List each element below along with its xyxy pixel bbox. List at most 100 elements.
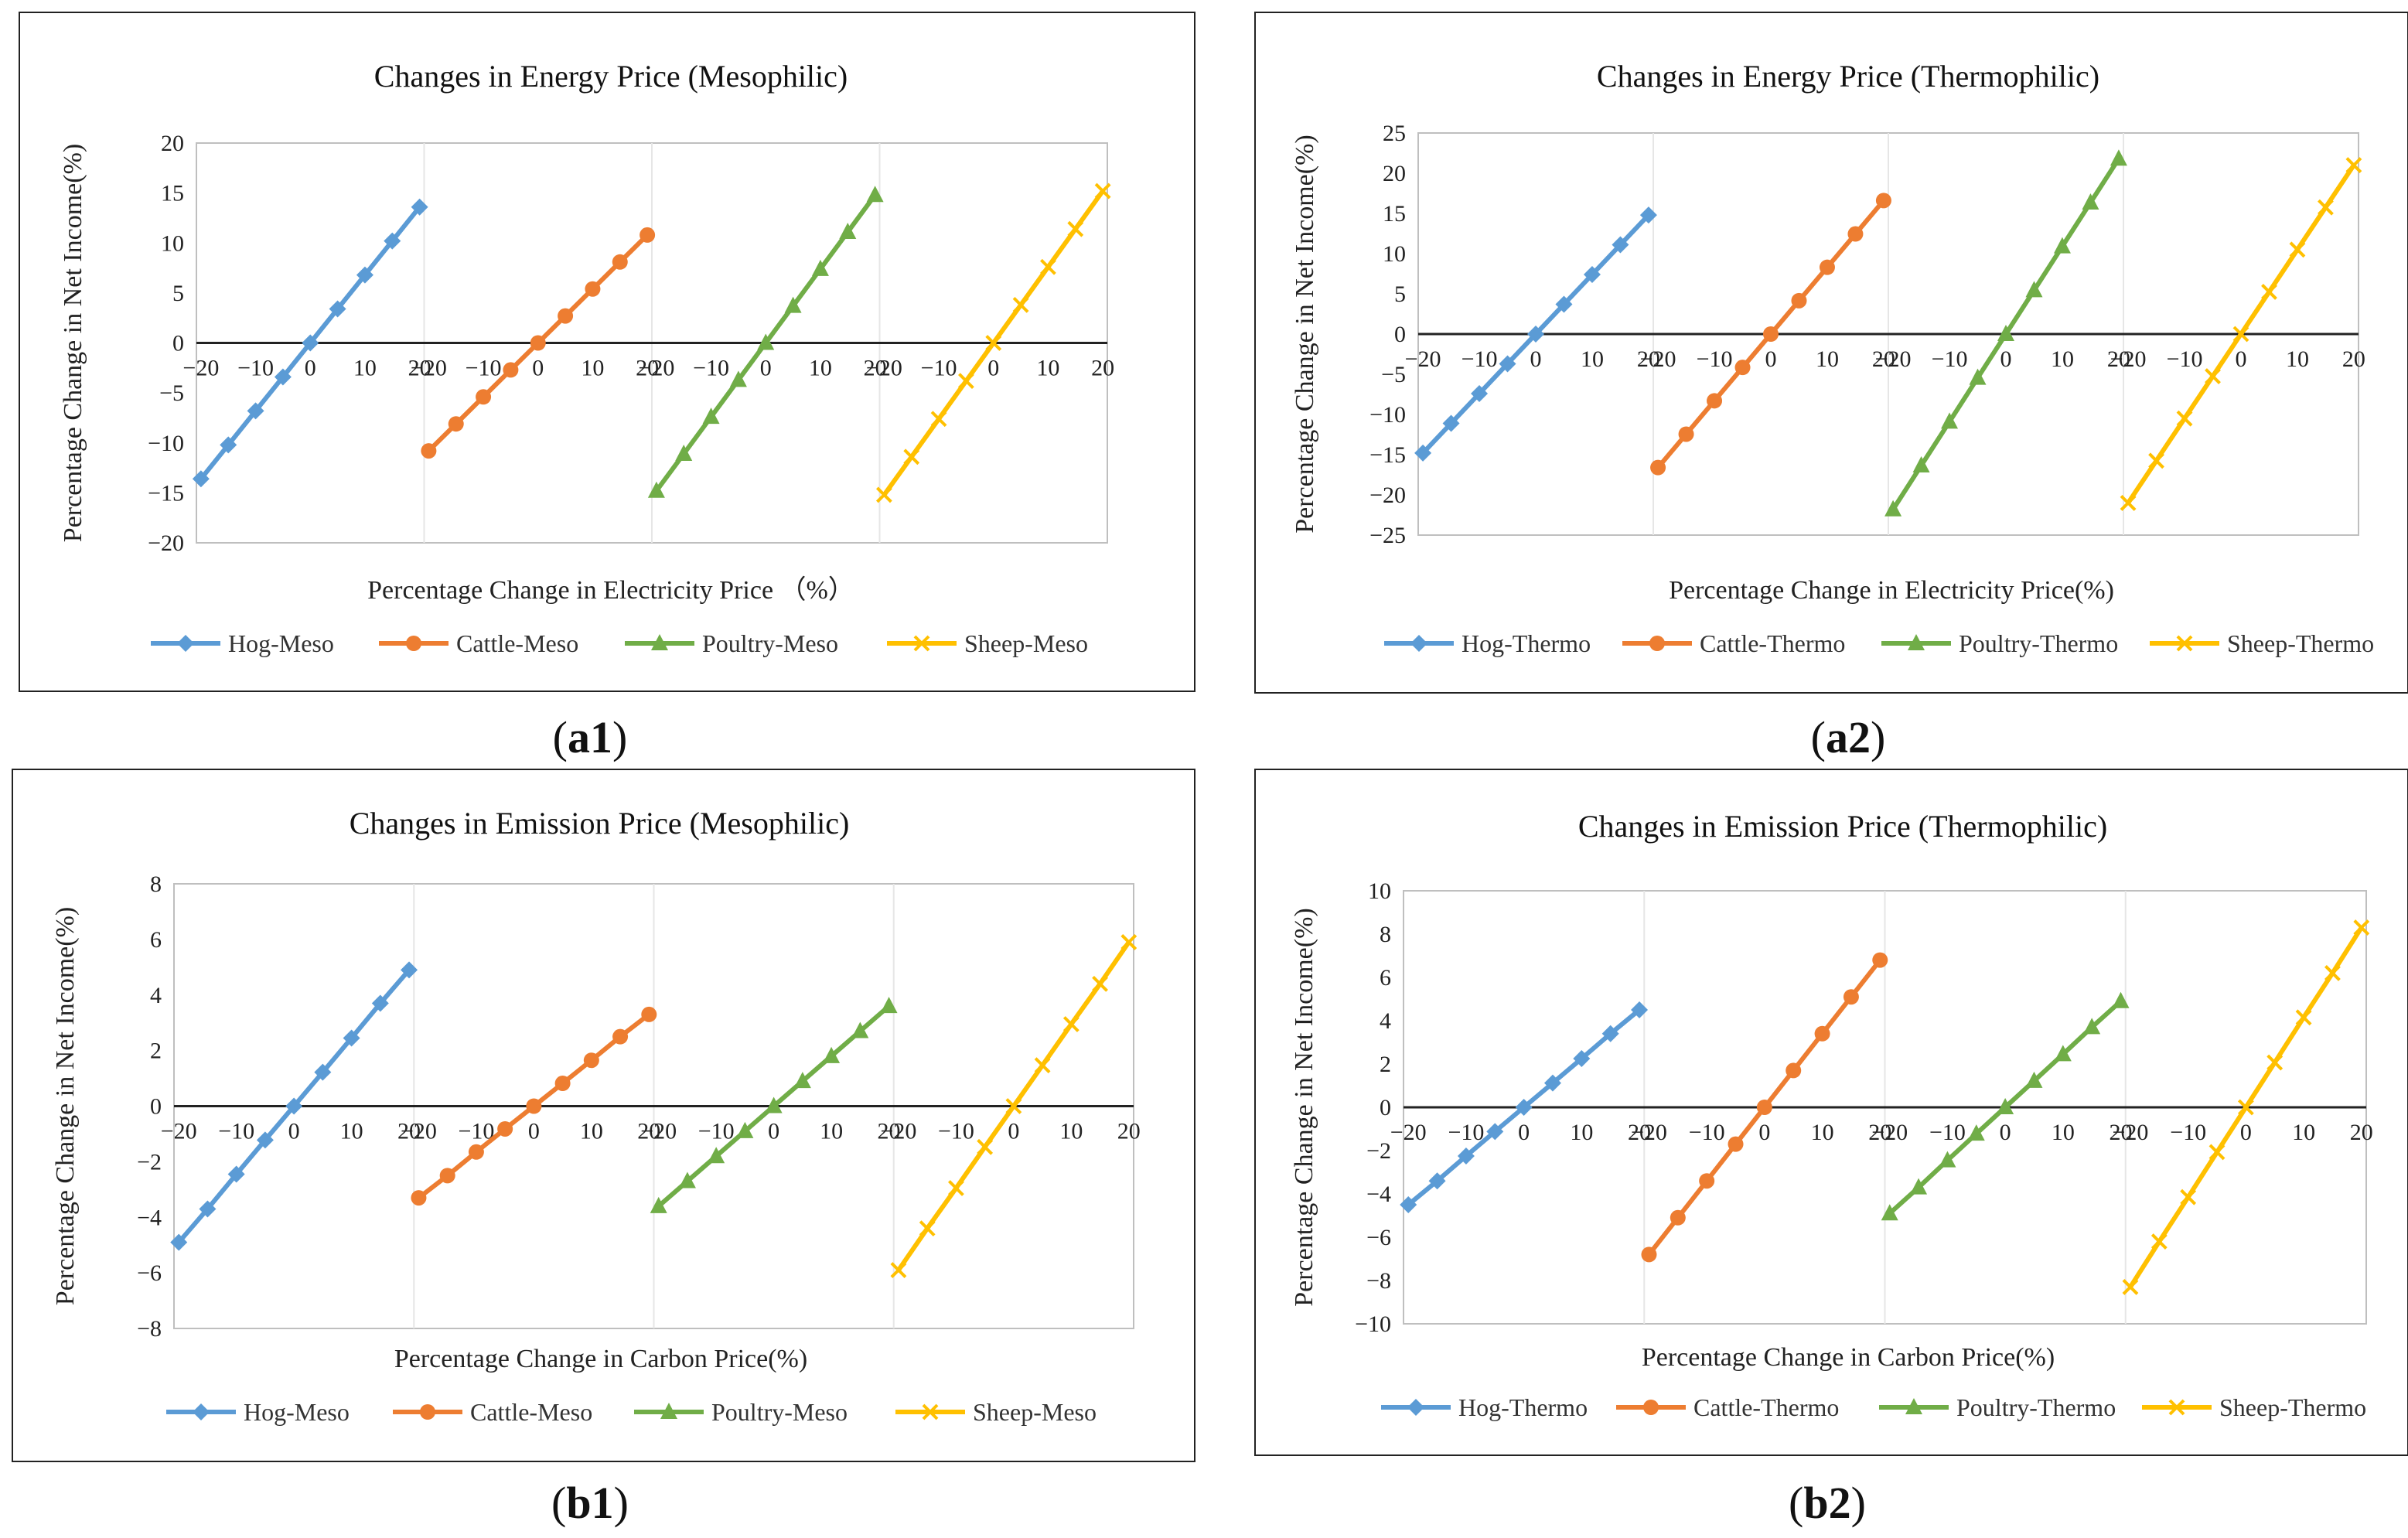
x-tick-label: 10	[580, 1119, 603, 1144]
sheep-thermo-point-1	[2150, 1233, 2168, 1250]
poultry-meso-point-7	[851, 1021, 869, 1038]
legend-label: Poultry-Meso	[702, 629, 838, 657]
x-tick-label: −20	[1390, 1120, 1427, 1145]
cattle-thermo-point-6	[1819, 259, 1835, 275]
poultry-meso-point-3	[729, 370, 747, 387]
hog-thermo-point-8	[1639, 206, 1657, 224]
hog-meso-point-0	[170, 1233, 188, 1251]
y-axis-title: Percentage Change in Net Income(%)	[1291, 135, 1319, 533]
sheep-meso-point-3	[957, 373, 974, 390]
poultry-thermo-point-7	[2083, 1018, 2101, 1035]
legend-item-poultry-thermo: Poultry-Thermo	[1881, 629, 2118, 657]
sheep-meso-point-7	[1092, 975, 1108, 992]
x-tick-label: 20	[1091, 356, 1114, 381]
cattle-meso-point-0	[411, 1190, 427, 1206]
x-tick-label: 0	[532, 356, 544, 381]
poultry-thermo-point-2	[1939, 1151, 1956, 1168]
poultry-thermo-point-0	[1884, 500, 1902, 517]
sheep-thermo-point-4	[2232, 326, 2249, 343]
cattle-meso-point-8	[640, 227, 656, 243]
legend-item-cattle-thermo: Cattle-Thermo	[1616, 1393, 1839, 1421]
sheep-thermo-point-0	[2122, 1278, 2139, 1295]
x-tick-label: −20	[161, 1119, 197, 1144]
legend-label: Cattle-Thermo	[1693, 1393, 1839, 1421]
cattle-thermo-point-0	[1641, 1246, 1657, 1263]
x-tick-label: 0	[2236, 346, 2247, 372]
x-tick-label: −20	[411, 356, 447, 381]
x-tick-label: 0	[288, 1119, 300, 1144]
cattle-meso-point-7	[612, 1028, 629, 1045]
x-axis-title: Percentage Change in Electricity Price （…	[367, 575, 854, 605]
cattle-meso-point-3	[497, 1120, 513, 1137]
y-tick-label: 20	[161, 131, 184, 156]
legend-item-hog-thermo: Hog-Thermo	[1384, 629, 1591, 657]
panel-border	[12, 769, 1195, 1462]
y-tick-label: 8	[150, 871, 162, 897]
y-tick-label: −20	[148, 530, 184, 556]
y-tick-label: 0	[150, 1094, 162, 1120]
hog-meso-point-3	[274, 368, 292, 386]
y-tick-label: −8	[1366, 1268, 1391, 1294]
x-tick-label: 10	[340, 1119, 363, 1144]
sheep-thermo-point-7	[2318, 199, 2334, 216]
poultry-meso-point-2	[708, 1147, 725, 1164]
legend-item-cattle-meso: Cattle-Meso	[379, 629, 578, 657]
cattle-meso-point-3	[503, 362, 519, 378]
x-tick-label: 20	[2110, 1120, 2133, 1145]
cattle-thermo-point-4	[1763, 326, 1779, 342]
sheep-thermo-point-3	[2208, 1144, 2226, 1161]
hog-thermo-point-0	[1400, 1196, 1417, 1213]
x-tick-label: −20	[2113, 1120, 2149, 1145]
x-tick-label: 20	[1117, 1119, 1141, 1144]
legend-label: Sheep-Thermo	[2227, 629, 2374, 657]
y-tick-label: 2	[150, 1038, 162, 1064]
x-tick-label: 10	[2286, 346, 2309, 372]
legend-marker-point-legend	[1643, 1400, 1659, 1415]
hog-meso-point-5	[329, 300, 346, 318]
hog-meso-point-8	[411, 198, 428, 216]
legend-marker-point-legend	[420, 1404, 435, 1420]
cattle-thermo-point-3	[1734, 360, 1751, 376]
x-tick-label: −20	[1640, 346, 1676, 372]
y-tick-label: −10	[148, 431, 184, 456]
sheep-meso-point-7	[1067, 220, 1084, 237]
y-tick-label: 10	[1368, 878, 1391, 904]
cattle-meso-point-5	[554, 1076, 571, 1092]
y-tick-label: 0	[1394, 322, 1406, 347]
x-tick-label: 0	[2000, 346, 2012, 372]
panel-caption: (b2)	[1789, 1478, 1866, 1528]
x-tick-label: 20	[864, 356, 887, 381]
hog-meso-point-6	[356, 266, 373, 284]
x-tick-label: −20	[2110, 346, 2147, 372]
poultry-thermo-point-1	[1912, 456, 1930, 473]
poultry-thermo-point-8	[2110, 149, 2127, 166]
x-tick-label: 10	[353, 356, 377, 381]
cattle-meso-point-4	[530, 335, 546, 351]
legend-item-sheep-thermo: Sheep-Thermo	[2150, 629, 2374, 657]
cattle-meso-point-2	[476, 389, 492, 405]
cattle-meso-point-8	[641, 1006, 657, 1022]
y-axis-title: Percentage Change in Net Income(%)	[51, 907, 80, 1305]
legend-label: Hog-Thermo	[1462, 629, 1591, 657]
sheep-thermo-point-1	[2148, 452, 2164, 469]
x-tick-label: 20	[397, 1119, 421, 1144]
hog-meso-point-2	[247, 402, 264, 420]
legend-marker-point-legend	[1649, 636, 1665, 651]
panel-border	[1254, 769, 2408, 1456]
sheep-meso-point-2	[948, 1180, 964, 1196]
y-tick-label: 2	[1380, 1052, 1391, 1077]
y-tick-label: −25	[1369, 523, 1406, 548]
x-tick-label: −20	[1871, 1120, 1908, 1145]
hog-thermo-point-7	[1601, 1025, 1619, 1042]
cattle-thermo-point-5	[1791, 292, 1807, 309]
legend-marker-point-legend	[177, 635, 194, 652]
legend-label: Cattle-Meso	[456, 629, 578, 657]
y-tick-label: −5	[159, 380, 184, 406]
y-tick-label: 10	[161, 230, 184, 256]
hog-thermo-point-6	[1573, 1050, 1591, 1067]
series-sheep-meso	[890, 934, 1137, 1278]
x-tick-label: −10	[1697, 346, 1733, 372]
x-tick-label: −20	[182, 356, 219, 381]
